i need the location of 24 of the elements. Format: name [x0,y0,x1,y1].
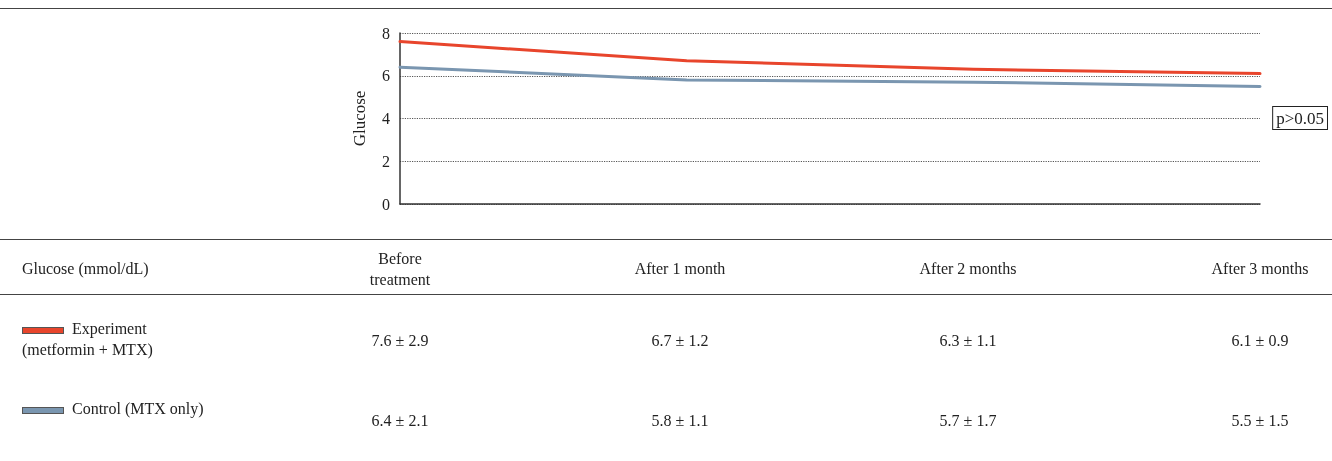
data-label: 6.3 ± 1.1 [939,331,997,351]
x-tick-label: Before treatment [368,249,432,290]
y-axis-title: Glucose [350,90,369,147]
x-tick-label: After 3 months [1210,259,1310,279]
legend-label: Control (MTX only) [72,400,204,417]
text: p>0.05 [1276,109,1325,128]
data-label: 5.8 ± 1.1 [651,411,709,431]
line-series [398,40,1262,76]
y-tick-label: 4 [382,110,390,127]
data-label: 6.4 ± 2.1 [371,411,429,431]
data-label: 7.6 ± 2.9 [371,331,429,351]
legend-title: Glucose (mmol/dL) [22,259,150,279]
y-tick-label: 6 [382,67,390,85]
x-tick-label: After 1 month [633,259,727,279]
y-tick-label: 2 [382,152,390,170]
data-label: 5.7 ± 1.7 [939,411,997,431]
legend-label: Experiment (metformin + MTX) [22,320,153,358]
y-tick-label: 8 [382,24,390,42]
data-label: 6.1 ± 0.9 [1231,331,1289,351]
line-series [398,65,1262,88]
y-tick-label: 0 [382,195,390,213]
data-label: 5.5 ± 1.5 [1231,411,1289,431]
data-label: 6.7 ± 1.2 [651,331,709,351]
x-tick-label: After 2 months [918,259,1018,279]
